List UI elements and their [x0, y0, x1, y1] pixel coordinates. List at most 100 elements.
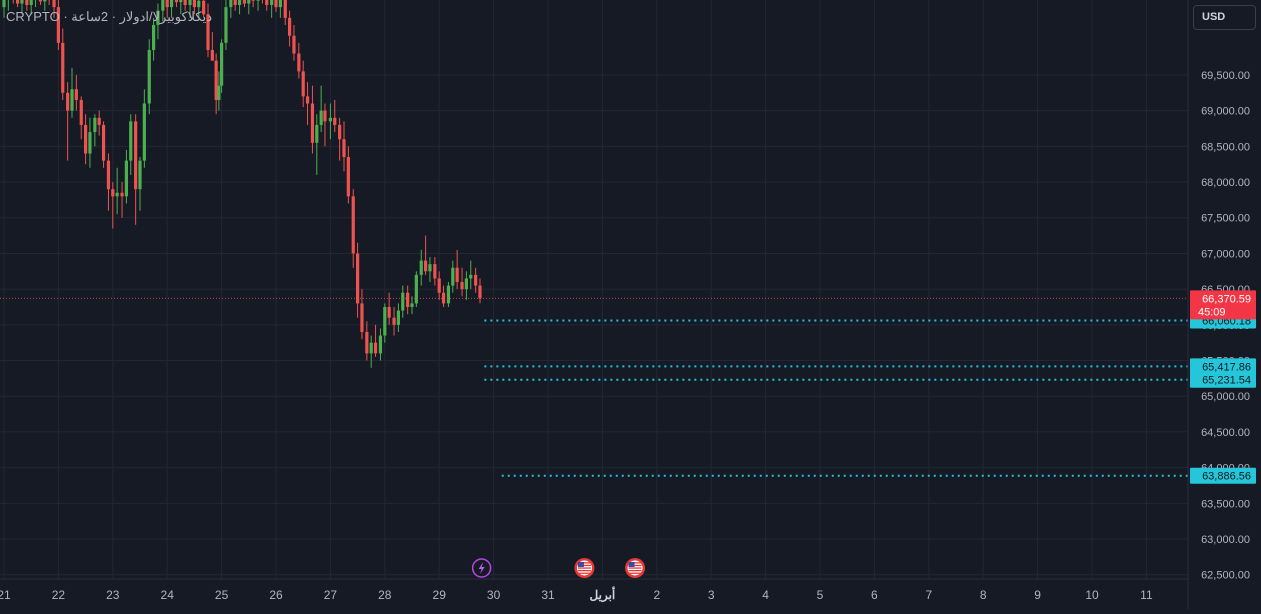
us-flag-icon[interactable] [574, 558, 595, 578]
flag-stripe [628, 562, 642, 564]
price-labels: 66,060.1865,417.8665,231.5463,886.5666,3… [1190, 290, 1256, 484]
candle-body [197, 0, 201, 8]
time-axis[interactable]: 21 22 23 24 25 26 27 28 29 30 31 أبريل 2 3 4 5 6 7 8 9 10 11 [0, 587, 1153, 603]
candle-body [52, 0, 56, 8]
candle [419, 249, 423, 286]
grid [0, 0, 1188, 579]
y-tick-label: 62,500.00 [1201, 570, 1250, 582]
candle-body [301, 71, 305, 97]
candle-body [120, 192, 124, 197]
candle [274, 0, 278, 13]
candle [97, 110, 101, 136]
candle-body [333, 117, 337, 125]
candle [446, 282, 451, 307]
candle-body [29, 0, 33, 5]
y-tick-label: 67,000.00 [1201, 248, 1250, 260]
x-tick-label: 26 [269, 588, 283, 602]
candle [156, 3, 160, 40]
candle-body [328, 117, 332, 122]
candle-body [338, 124, 342, 140]
candle [147, 39, 151, 115]
candle [38, 0, 43, 5]
candle-body [220, 42, 224, 86]
currency-button[interactable]: USD [1193, 5, 1256, 30]
level-price-label: 65,231.54 [1190, 371, 1256, 388]
candle [360, 289, 364, 340]
flag-stripe [628, 564, 642, 567]
candle [283, 0, 287, 25]
candle-body [237, 0, 242, 5]
candle [56, 0, 60, 50]
lightning-icon[interactable] [471, 558, 492, 578]
candle [455, 249, 459, 290]
candle [48, 0, 50, 5]
candle [451, 260, 455, 293]
x-tick-label: 29 [433, 588, 447, 602]
candle [251, 0, 255, 8]
x-tick-label: 23 [106, 588, 120, 602]
symbol-legend[interactable]: CRYPTO · ديكلاكوبيرلا/ادولار · 2ساعة [6, 9, 213, 24]
candle [210, 32, 214, 61]
candle-body [474, 274, 478, 286]
candle [464, 271, 468, 300]
flag-stripe [628, 567, 642, 569]
candle-body [401, 292, 405, 311]
y-tick-label: 65,000.00 [1201, 391, 1250, 403]
candle [414, 271, 418, 307]
candle [392, 306, 396, 336]
x-tick-label: 6 [871, 588, 878, 602]
candle [338, 117, 342, 161]
candle [346, 146, 350, 204]
candle-body [38, 0, 43, 2]
candle [396, 303, 400, 332]
level-label-bg [1190, 467, 1256, 484]
candle-body [351, 196, 355, 254]
candle [74, 74, 78, 111]
x-tick-label: 8 [980, 588, 987, 602]
candle-body [169, 0, 174, 8]
candle-body [152, 24, 156, 50]
flag-stripe [577, 562, 591, 564]
candle-body [451, 267, 455, 286]
x-tick-label: 28 [378, 588, 392, 602]
y-tick-label: 64,500.00 [1201, 427, 1250, 439]
candle-body [387, 306, 391, 318]
candle [315, 114, 319, 175]
candle-body [242, 0, 247, 4]
candle-body [478, 285, 482, 299]
candle [410, 296, 414, 315]
candle [356, 242, 360, 318]
candle [310, 85, 315, 154]
level-label-text: 65,417.86 [1202, 361, 1251, 373]
candle [256, 0, 260, 11]
candle-body [43, 0, 47, 2]
y-tick-label: 68,500.00 [1201, 141, 1250, 153]
candle [138, 157, 142, 211]
candle [142, 89, 146, 168]
candle [247, 0, 251, 15]
candle [217, 71, 221, 111]
candle [120, 182, 124, 218]
candle-body [134, 121, 138, 190]
candle [183, 0, 187, 11]
x-tick-label: 22 [52, 588, 66, 602]
us-flag-icon[interactable] [625, 558, 646, 578]
candle-body [360, 303, 364, 332]
candle [161, 0, 165, 22]
candle-body [84, 124, 88, 154]
candle-body [346, 157, 350, 197]
candle [152, 17, 156, 61]
y-tick-label: 63,500.00 [1201, 498, 1250, 510]
candle [29, 0, 33, 15]
candle [188, 0, 192, 18]
candle [214, 53, 218, 115]
x-tick-label: 9 [1034, 588, 1041, 602]
candle-body [138, 160, 142, 190]
candle-body [115, 192, 119, 197]
candle [79, 96, 83, 140]
event-markers[interactable] [471, 558, 646, 578]
candle [387, 292, 391, 325]
